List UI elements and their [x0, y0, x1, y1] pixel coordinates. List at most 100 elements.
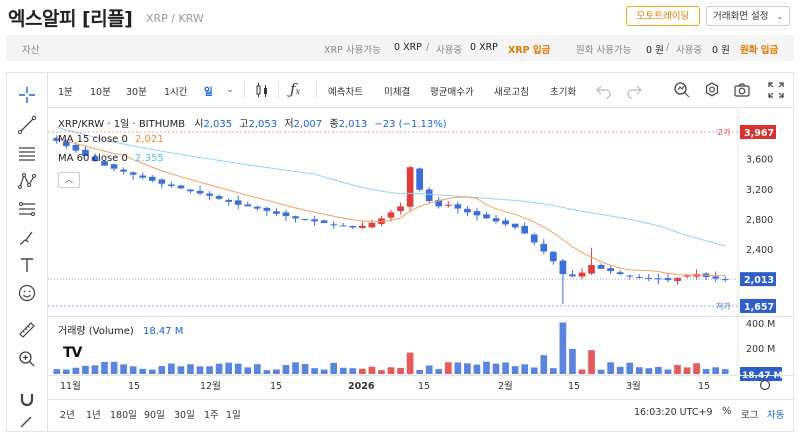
volume-bar [139, 368, 147, 374]
interval-1h[interactable]: 1시간 [164, 87, 188, 98]
range-90d[interactable]: 90일 [144, 410, 165, 421]
ma15-legend: MA 15 close 0 2,021 [58, 134, 164, 145]
candle-body [464, 208, 471, 213]
candle-body [416, 168, 423, 190]
candle-body [721, 279, 729, 281]
volume-bar [378, 370, 385, 374]
legend-collapse-button[interactable]: ︿ [58, 172, 80, 188]
toolbar-divider [244, 82, 245, 98]
interval-1m[interactable]: 1분 [58, 87, 73, 98]
volume-bar [616, 366, 624, 374]
ma15-value: 2,021 [135, 134, 164, 145]
clock-timezone[interactable]: 16:03:20 UTC+9 [634, 407, 713, 418]
interval-1d[interactable]: 일 [204, 87, 213, 98]
bottom-divider [48, 399, 793, 400]
range-1d[interactable]: 1일 [226, 410, 241, 421]
trade-settings-button[interactable]: 거래화면 설정 ⌄ [706, 6, 790, 26]
volume-bar [53, 369, 61, 374]
range-30d[interactable]: 30일 [174, 410, 195, 421]
volume-bar [234, 363, 242, 374]
chart-frame [6, 72, 794, 432]
interval-dropdown-icon[interactable]: ⌄ [226, 84, 234, 95]
candle-body [148, 176, 156, 181]
volume-bar [196, 366, 204, 374]
volume-bar [683, 367, 691, 374]
price-chart[interactable]: 3,600 3,200 2,800 2,400 고가 3,967 저가 1,657 2,013 4… [48, 108, 793, 399]
candle-body [263, 207, 271, 211]
time-tick-label: 15 [418, 381, 430, 392]
time-tick-label: 2월 [498, 380, 513, 392]
indicators-icon[interactable]: ƒx [290, 80, 301, 98]
volume-bar [473, 364, 481, 374]
percent-scale-toggle[interactable]: % [722, 406, 732, 417]
pattern-icon[interactable] [17, 171, 37, 191]
volume-bar [597, 369, 605, 374]
price-tick-label: 2,800 [746, 215, 773, 226]
low-label: 저 [284, 119, 294, 130]
magnet-icon[interactable] [17, 390, 37, 410]
krw-in-use-label: 사용중 [676, 45, 703, 56]
volume-bar [292, 362, 299, 374]
emoji-icon[interactable] [17, 283, 37, 303]
candle-body [368, 222, 376, 228]
candle-body [139, 175, 147, 178]
volume-bar [693, 363, 700, 374]
ohlc-legend: XRP/KRW · 1일 · BITHUMB 시2,035 고2,053 저2,… [58, 115, 447, 130]
toolbar-divider [278, 82, 279, 98]
forecast-chart-button[interactable]: 예측차트 [328, 87, 363, 98]
range-1w[interactable]: 1주 [204, 410, 219, 421]
volume-bar [569, 348, 576, 374]
reset-button[interactable]: 초기화 [550, 87, 577, 98]
candle-body [177, 185, 185, 189]
ruler-icon[interactable] [17, 320, 37, 340]
pencil-icon[interactable] [17, 413, 37, 429]
ma60-value: 2,355 [135, 153, 164, 164]
candle-body [282, 212, 290, 217]
trend-line-icon[interactable] [17, 115, 37, 135]
volume-bar [120, 364, 127, 374]
krw-in-use-value: 0 원 [712, 45, 730, 56]
candle-body [444, 204, 452, 206]
volume-bar [502, 362, 509, 374]
volume-bar [588, 350, 595, 374]
zoom-in-icon[interactable] [17, 349, 37, 369]
interval-10m[interactable]: 10분 [90, 87, 111, 98]
fib-retracement-icon[interactable] [17, 199, 37, 219]
volume-bar [215, 363, 223, 374]
time-tick-label: 15 [270, 381, 282, 392]
redo-icon[interactable] [624, 80, 644, 100]
refresh-button[interactable]: 새로고침 [494, 87, 529, 98]
time-tick-label: 2026 [348, 381, 375, 392]
volume-bar [62, 369, 70, 374]
undo-icon[interactable] [594, 80, 614, 100]
krw-deposit-link[interactable]: 원화 입금 [740, 45, 779, 56]
auto-scale-toggle[interactable]: 자동 [767, 410, 785, 421]
crosshair-icon[interactable] [17, 85, 37, 105]
fullscreen-icon[interactable] [766, 80, 786, 100]
range-180d[interactable]: 180일 [110, 410, 137, 421]
volume-bar [187, 364, 194, 374]
volume-bar [454, 362, 462, 374]
text-tool-icon[interactable] [17, 255, 37, 275]
volume-bar [273, 369, 280, 374]
range-1y[interactable]: 1년 [86, 410, 101, 421]
horizontal-lines-icon[interactable] [17, 143, 37, 163]
quick-search-icon[interactable] [672, 80, 692, 100]
volume-bar [368, 366, 376, 374]
candle-type-icon[interactable] [252, 80, 272, 100]
candle-body [196, 190, 204, 194]
interval-30m[interactable]: 30분 [126, 87, 147, 98]
xrp-deposit-link[interactable]: XRP 입금 [508, 45, 551, 56]
unfilled-orders-button[interactable]: 미체결 [384, 87, 411, 98]
close-label: 종 [329, 119, 339, 130]
trade-settings-label: 거래화면 설정 [713, 11, 769, 22]
auto-trading-button[interactable]: 오토트레이딩 [626, 6, 700, 26]
ma60-label: MA 60 close 0 [58, 153, 128, 164]
settings-gear-icon[interactable] [702, 80, 722, 100]
camera-icon[interactable] [732, 80, 752, 100]
log-scale-toggle[interactable]: 로그 [741, 410, 759, 421]
axis-settings-icon[interactable] [759, 379, 771, 391]
range-2y[interactable]: 2년 [60, 410, 75, 421]
avg-buy-price-button[interactable]: 평균매수가 [430, 87, 474, 98]
brush-icon[interactable] [17, 227, 37, 247]
